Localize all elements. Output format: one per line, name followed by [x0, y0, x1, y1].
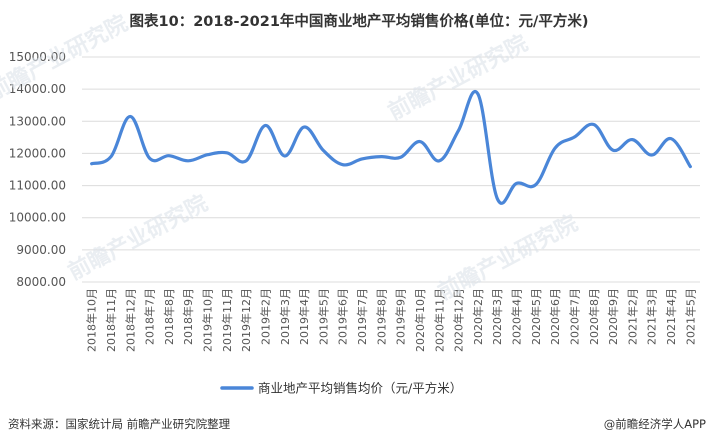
x-tick-label: 2018年9月: [181, 288, 195, 345]
x-tick-label: 2018年7月: [143, 288, 157, 345]
x-tick-label: 2021年2月: [625, 288, 639, 345]
y-tick-label: 9000.00: [16, 243, 66, 257]
x-tick-label: 2019年6月: [336, 288, 350, 345]
y-tick-label: 13000.00: [9, 114, 66, 128]
x-tick-label: 2018年8月: [162, 288, 176, 345]
x-tick-label: 2020年11月: [432, 288, 446, 352]
x-axis-ticks: 2018年10月 2018年11月 2018年12月 2018年7月 2018年8月 20…: [85, 288, 698, 352]
x-tick-label: 2019年8月: [374, 288, 388, 345]
x-tick-label: 2021年4月: [664, 288, 678, 345]
x-tick-label: 2021年5月: [683, 288, 697, 345]
legend-label: 商业地产平均销售均价（元/平方米）: [258, 381, 462, 396]
source-note: 资料来源：国家统计局 前瞻产业研究院整理: [8, 417, 231, 431]
x-tick-label: 2019年9月: [394, 288, 408, 345]
y-tick-label: 14000.00: [9, 82, 66, 96]
y-tick-label: 11000.00: [9, 179, 66, 193]
x-tick-label: 2020年5月: [529, 288, 543, 345]
grid-lines: [82, 56, 700, 283]
x-tick-label: 2019年2月: [258, 288, 272, 345]
y-axis-ticks: 15000.00 14000.00 13000.00 12000.00 11000.00…: [9, 50, 66, 289]
x-tick-label: 2020年12月: [452, 288, 466, 352]
y-tick-label: 12000.00: [9, 146, 66, 160]
series-line: [90, 89, 692, 205]
legend: 商业地产平均销售均价（元/平方米）: [220, 381, 462, 396]
x-tick-label: 2019年4月: [297, 288, 311, 345]
x-tick-label: 2020年3月: [490, 288, 504, 345]
x-tick-label: 2021年3月: [645, 288, 659, 345]
x-tick-label: 2019年11月: [220, 288, 234, 352]
x-tick-label: 2020年6月: [548, 288, 562, 345]
x-tick-label: 2020年8月: [587, 288, 601, 345]
y-tick-label: 8000.00: [16, 275, 66, 289]
x-tick-label: 2019年10月: [201, 288, 215, 352]
x-tick-label: 2019年5月: [316, 288, 330, 345]
x-tick-label: 2019年7月: [355, 288, 369, 345]
x-tick-label: 2018年10月: [85, 288, 99, 352]
y-tick-label: 15000.00: [9, 50, 66, 64]
x-tick-label: 2018年11月: [104, 288, 118, 352]
x-tick-label: 2020年9月: [606, 288, 620, 345]
y-tick-label: 10000.00: [9, 211, 66, 225]
chart-title: 图表10：2018-2021年中国商业地产平均销售价格(单位：元/平方米): [129, 14, 589, 30]
x-tick-label: 2019年3月: [278, 288, 292, 345]
credit-note: @前瞻经济学人APP: [603, 417, 706, 431]
x-tick-label: 2018年12月: [123, 288, 137, 352]
x-tick-label: 2019年12月: [239, 288, 253, 352]
x-tick-label: 2020年10月: [413, 288, 427, 352]
x-tick-label: 2020年7月: [567, 288, 581, 345]
x-tick-label: 2020年2月: [471, 288, 485, 345]
x-tick-label: 2020年4月: [510, 288, 524, 345]
